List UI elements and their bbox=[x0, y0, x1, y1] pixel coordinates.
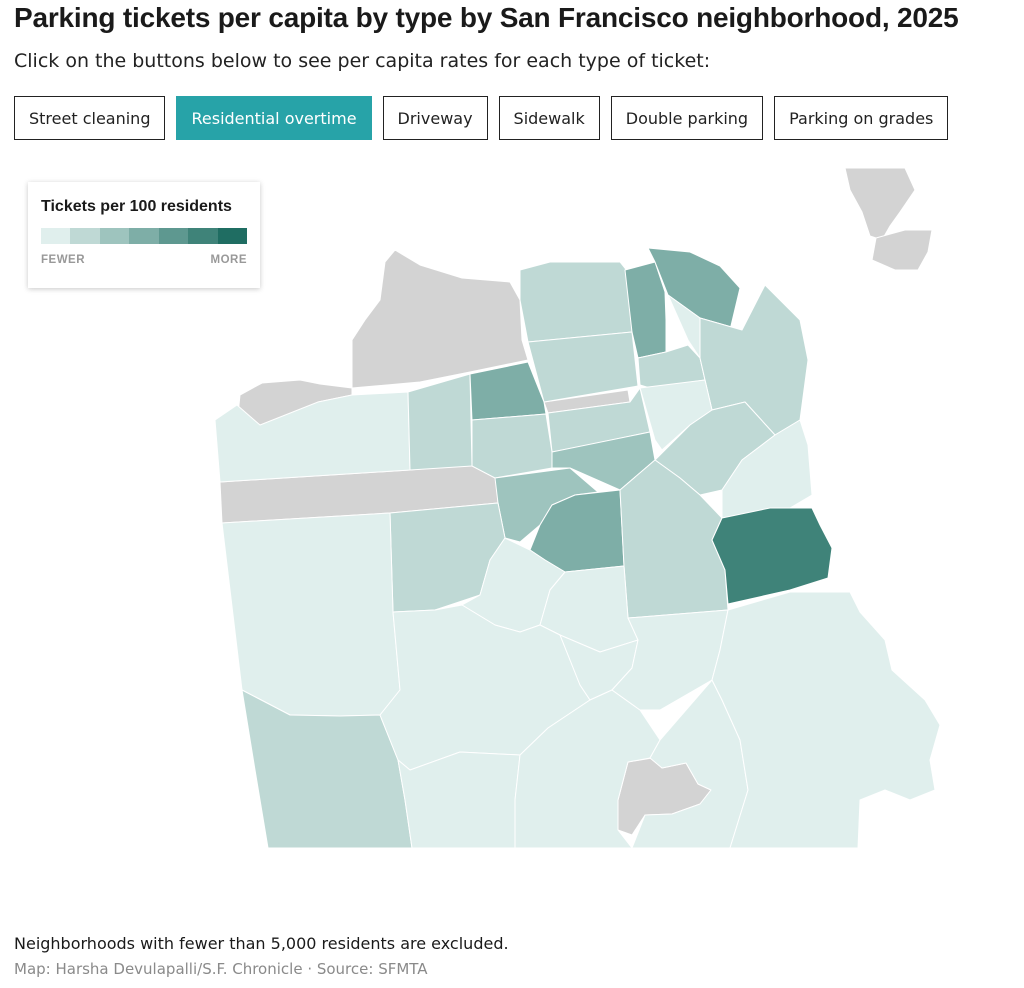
legend-swatch bbox=[41, 228, 71, 244]
tab-sidewalk[interactable]: Sidewalk bbox=[498, 96, 600, 140]
region-presidio[interactable] bbox=[351, 249, 529, 389]
legend-color-scale bbox=[41, 228, 247, 244]
region-yerba-buena[interactable] bbox=[871, 229, 933, 271]
region-outer-richmond[interactable] bbox=[214, 391, 411, 483]
legend-low-label: FEWER bbox=[41, 254, 86, 266]
legend-swatch bbox=[217, 228, 247, 244]
region-presidio-heights[interactable] bbox=[469, 361, 547, 421]
region-treasure-island[interactable] bbox=[844, 167, 916, 241]
credit-line: Map: Harsha Devulapalli/S.F. Chronicle ·… bbox=[14, 960, 428, 978]
tab-parking-on-grades[interactable]: Parking on grades bbox=[774, 96, 949, 140]
region-lone-mountain[interactable] bbox=[471, 413, 553, 479]
page-subtitle: Click on the buttons below to see per ca… bbox=[14, 50, 711, 72]
region-inner-richmond[interactable] bbox=[407, 373, 473, 471]
tab-street-cleaning[interactable]: Street cleaning bbox=[14, 96, 166, 140]
legend-title: Tickets per 100 residents bbox=[41, 198, 232, 215]
tab-driveway[interactable]: Driveway bbox=[382, 96, 488, 140]
legend-swatch bbox=[70, 228, 100, 244]
footnote: Neighborhoods with fewer than 5,000 resi… bbox=[14, 934, 509, 953]
legend-swatch bbox=[99, 228, 130, 244]
region-mission-bay[interactable] bbox=[721, 419, 813, 519]
legend-high-label: MORE bbox=[210, 254, 247, 266]
choropleth-map bbox=[0, 150, 1024, 870]
tab-double-parking[interactable]: Double parking bbox=[610, 96, 764, 140]
region-marina[interactable] bbox=[519, 261, 633, 343]
region-bayview[interactable] bbox=[711, 591, 941, 849]
region-excelsior[interactable] bbox=[514, 689, 661, 849]
region-potrero-hill[interactable] bbox=[711, 507, 833, 605]
tab-residential-overtime[interactable]: Residential overtime bbox=[176, 96, 372, 140]
region-sunset[interactable] bbox=[221, 512, 401, 717]
legend-swatch bbox=[158, 228, 189, 244]
ticket-type-tabs: Street cleaning Residential overtime Dri… bbox=[14, 96, 949, 140]
legend: Tickets per 100 residents FEWER MORE bbox=[28, 182, 260, 288]
region-pacific-heights[interactable] bbox=[527, 331, 639, 403]
legend-swatch bbox=[129, 228, 159, 244]
page-title: Parking tickets per capita by type by Sa… bbox=[14, 2, 959, 33]
legend-swatch bbox=[188, 228, 218, 244]
